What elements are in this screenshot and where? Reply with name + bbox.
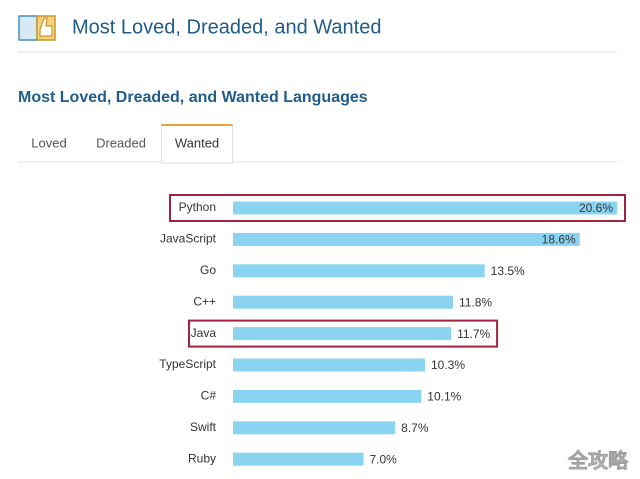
chart-title: Most Loved, Dreaded, and Wanted Language… [18,89,368,106]
value-label: 7.0% [369,452,397,466]
page-title: Most Loved, Dreaded, and Wanted [72,16,381,38]
value-label: 11.8% [459,295,492,309]
bar [233,452,364,466]
bar [233,264,485,278]
category-label: Python [179,200,216,214]
bar [233,358,425,372]
value-label: 10.3% [431,358,465,372]
watermark: 全攻略 [567,448,629,472]
tab[interactable]: Loved [31,135,66,150]
category-label: TypeScript [159,357,216,371]
bar [233,295,453,309]
value-label: 8.7% [401,421,429,435]
category-label: Go [200,263,216,277]
bar [233,232,580,246]
bar [233,421,396,435]
value-label: 20.6% [579,201,613,215]
tab[interactable]: Wanted [175,135,219,150]
tab[interactable]: Dreaded [96,135,146,150]
bar [233,327,452,341]
tab-active-box [161,124,233,164]
value-label: 18.6% [542,233,576,247]
category-label: Java [191,326,217,340]
value-label: 13.5% [491,264,525,278]
value-label: 11.7% [457,327,490,341]
category-label: C# [201,389,217,403]
category-label: Swift [190,420,217,434]
highlight-box [188,319,499,348]
thumbs-icon [18,15,56,41]
highlight-box [169,194,626,222]
category-label: Ruby [188,451,216,465]
value-label: 10.1% [427,390,461,404]
category-label: C++ [193,294,216,308]
bar [233,201,617,215]
category-label: JavaScript [160,232,217,246]
bar [233,389,422,403]
